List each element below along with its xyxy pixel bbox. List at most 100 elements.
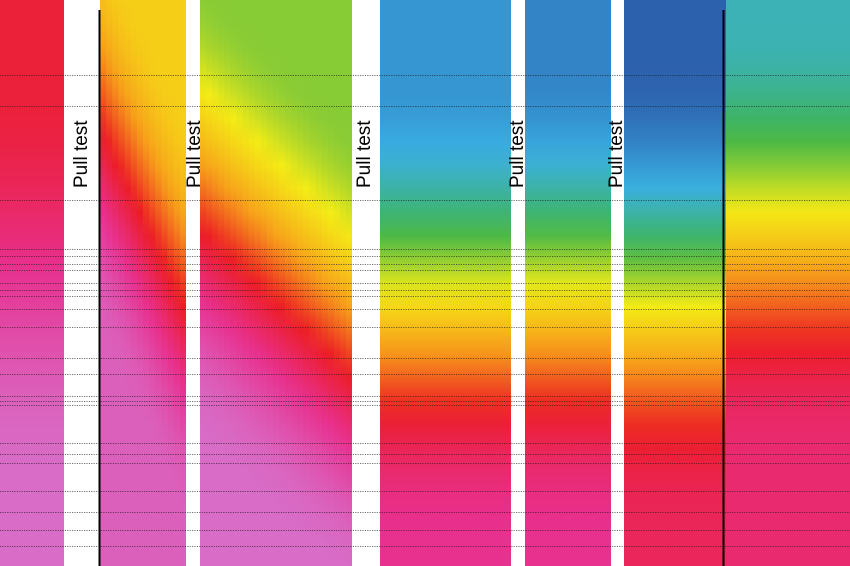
heatmap-column xyxy=(161,0,169,566)
heatmap-column xyxy=(475,0,482,566)
heatmap-segment-5 xyxy=(525,0,612,566)
heatmap-column xyxy=(5,0,13,566)
annotation-pull-test-4: Pull test xyxy=(507,120,528,188)
heatmap-column xyxy=(403,0,411,566)
heatmap-column xyxy=(439,0,447,566)
heatmap-column xyxy=(463,0,470,566)
heatmap-column xyxy=(604,0,612,566)
heatmap-column xyxy=(291,0,298,566)
heatmap-column xyxy=(499,0,506,566)
segment-gap xyxy=(511,0,525,566)
heatmap-column xyxy=(224,0,231,566)
heatmap-column xyxy=(136,0,144,566)
heatmap-column xyxy=(660,0,667,566)
heatmap-column xyxy=(0,0,7,566)
heatmap-column xyxy=(826,0,833,566)
heatmap-column xyxy=(630,0,637,566)
heatmap-column xyxy=(248,0,256,566)
heatmap-column xyxy=(543,0,551,566)
heatmap-column xyxy=(808,0,816,566)
heatmap-column xyxy=(17,0,24,566)
heatmap-column xyxy=(200,0,207,566)
heatmap-column xyxy=(802,0,810,566)
heatmap-column xyxy=(427,0,435,566)
heatmap-column xyxy=(586,0,594,566)
heatmap-column xyxy=(561,0,569,566)
heatmap-column xyxy=(309,0,317,566)
heatmap-column xyxy=(34,0,42,566)
heatmap-column xyxy=(242,0,250,566)
heatmap-column xyxy=(672,0,679,566)
heatmap-column xyxy=(796,0,804,566)
heatmap-column xyxy=(155,0,163,566)
heatmap-segment-2 xyxy=(100,0,187,566)
heatmap-column xyxy=(838,0,845,566)
heatmap-column xyxy=(678,0,685,566)
heatmap-column xyxy=(755,0,763,566)
heatmap-column xyxy=(143,0,150,566)
heatmap-column xyxy=(832,0,839,566)
heatmap-column xyxy=(525,0,532,566)
heatmap-column xyxy=(315,0,323,566)
segment-gap xyxy=(352,0,380,566)
heatmap-column xyxy=(118,0,126,566)
annotation-pull-test-1: Pull test xyxy=(71,120,92,188)
heatmap-column xyxy=(549,0,557,566)
heatmap-column xyxy=(731,0,739,566)
heatmap-column xyxy=(52,0,59,566)
test-marker-lines xyxy=(98,10,725,566)
heatmap-column xyxy=(46,0,53,566)
heatmap-column xyxy=(445,0,453,566)
segment-gap xyxy=(611,0,624,566)
heatmap-column xyxy=(266,0,274,566)
heatmap-column xyxy=(726,0,733,566)
heatmap-column xyxy=(493,0,500,566)
heatmap-column xyxy=(333,0,341,566)
heatmap-column xyxy=(112,0,120,566)
heatmap-column xyxy=(743,0,751,566)
heatmap-segment-3 xyxy=(200,0,353,566)
heatmap-column xyxy=(636,0,643,566)
heatmap-column xyxy=(327,0,335,566)
heatmap-column xyxy=(236,0,244,566)
heatmap-column xyxy=(555,0,563,566)
heatmap-column xyxy=(666,0,673,566)
heatmap-column xyxy=(457,0,464,566)
heatmap-column xyxy=(415,0,423,566)
heatmap-column xyxy=(40,0,48,566)
heatmap-column xyxy=(397,0,405,566)
heatmap-column xyxy=(11,0,19,566)
heatmap-column xyxy=(212,0,219,566)
heatmap-column xyxy=(230,0,238,566)
heatmap-column xyxy=(29,0,36,566)
heatmap-column xyxy=(385,0,393,566)
heatmap-column xyxy=(767,0,774,566)
heatmap-column xyxy=(487,0,494,566)
heatmap-column xyxy=(149,0,156,566)
heatmap-column xyxy=(285,0,292,566)
segment-gap xyxy=(186,0,200,566)
heatmap-column xyxy=(254,0,262,566)
heatmap-column xyxy=(785,0,792,566)
heatmap-column xyxy=(272,0,280,566)
heatmap-column xyxy=(206,0,213,566)
heatmap-column xyxy=(391,0,399,566)
heatmap-column xyxy=(779,0,786,566)
heatmap-column xyxy=(297,0,304,566)
heatmap-column xyxy=(773,0,780,566)
heatmap-column xyxy=(580,0,588,566)
heatmap-column xyxy=(167,0,175,566)
heatmap-column xyxy=(409,0,417,566)
heatmap-column xyxy=(702,0,709,566)
heatmap-column xyxy=(574,0,581,566)
heatmap-column xyxy=(100,0,107,566)
heatmap-column xyxy=(260,0,268,566)
heatmap-column xyxy=(469,0,476,566)
heatmap-column xyxy=(345,0,353,566)
heatmap-column xyxy=(684,0,691,566)
heatmap-column xyxy=(124,0,132,566)
heatmap-column xyxy=(642,0,649,566)
heatmap-column xyxy=(339,0,347,566)
